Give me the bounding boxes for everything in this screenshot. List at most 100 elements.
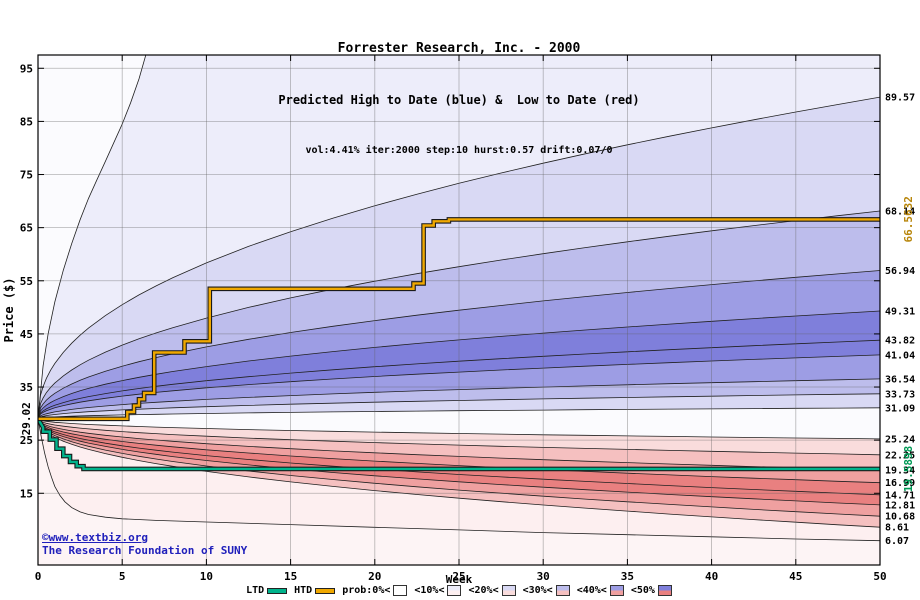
legend-label: prob:0%<	[342, 585, 391, 596]
curve-end-label: 8.61	[885, 523, 909, 534]
percentile-curve	[38, 418, 880, 496]
curve-end-label: 14.71	[885, 490, 915, 501]
legend-swatch	[447, 585, 462, 596]
percentile-curve	[38, 418, 880, 471]
percentile-curve	[38, 418, 880, 440]
y-tick-label: 35	[20, 381, 33, 394]
watermark-org: The Research Foundation of SUNY	[42, 544, 248, 557]
y-tick-label: 75	[20, 169, 33, 182]
legend-item: <20%<	[468, 585, 516, 596]
curve-end-label: 10.68	[885, 512, 915, 523]
legend-label: LTD	[246, 585, 265, 596]
legend-swatch	[609, 585, 624, 596]
curve-end-label: 43.82	[885, 336, 915, 347]
ltd-final-label: 19.5898	[902, 446, 915, 492]
percentile-curve	[38, 378, 880, 420]
percentile-curve	[38, 210, 880, 419]
curve-end-label: 89.57	[885, 93, 915, 104]
high-probability-band	[38, 354, 880, 419]
legend-item: prob:0%<	[342, 585, 408, 596]
curve-end-label: 41.04	[885, 350, 915, 361]
y-tick-label: 55	[20, 275, 33, 288]
curve-end-label: 22.25	[885, 450, 915, 461]
y-tick-label: 95	[20, 62, 33, 75]
legend-line-sample	[267, 587, 288, 594]
low-probability-band	[38, 418, 880, 528]
below-envelope-region	[38, 418, 880, 565]
curve-end-label: 68.14	[885, 206, 915, 217]
percentile-curve	[38, 418, 880, 484]
x-tick-label: 35	[621, 570, 634, 583]
legend-item: <40%<	[577, 585, 624, 596]
legend-item: <30%<	[523, 585, 570, 596]
percentile-curve	[38, 310, 880, 419]
x-tick-label: 10	[200, 570, 213, 583]
legend-label: <40%<	[576, 585, 607, 596]
curve-end-label: 49.31	[885, 307, 915, 318]
percentile-curve	[38, 418, 880, 506]
curve-end-label: 19.34	[885, 466, 915, 477]
low-probability-band	[38, 418, 880, 517]
x-tick-label: 40	[705, 570, 718, 583]
x-tick-label: 20	[368, 570, 381, 583]
high-probability-band	[38, 55, 880, 419]
watermark-link[interactable]: ©www.textbiz.org	[42, 531, 148, 544]
x-tick-label: 25	[452, 570, 465, 583]
chart-params: vol:4.41% iter:2000 step:10 hurst:0.57 d…	[305, 145, 613, 156]
percentile-curve	[38, 55, 147, 419]
percentile-curve	[38, 270, 880, 419]
legend-label: <20%<	[468, 585, 499, 596]
x-tick-label: 5	[119, 570, 126, 583]
legend-swatch	[555, 585, 570, 596]
high-probability-band	[38, 340, 880, 419]
curve-end-label: 31.09	[885, 403, 915, 414]
y-tick-label: 45	[20, 328, 33, 341]
low-probability-band	[38, 418, 880, 455]
high-probability-band	[38, 97, 880, 419]
chart-legend: LTD HTD prob:0%< <10%< <20%< <30%< <40%< <50%	[38, 585, 880, 596]
high-probability-band	[38, 270, 880, 419]
low-probability-band	[38, 418, 880, 541]
x-tick-label: 45	[789, 570, 802, 583]
percentile-curve	[38, 96, 880, 419]
legend-line-sample	[315, 587, 336, 594]
title-block: Forrester Research, Inc. - 2000 Predicte…	[38, 3, 880, 195]
x-tick-label: 30	[537, 570, 550, 583]
legend-label: <30%<	[522, 585, 553, 596]
htd-final-label: 66.5632	[902, 196, 915, 242]
high-probability-band	[38, 211, 880, 419]
x-tick-label: 15	[284, 570, 297, 583]
x-axis-title: Week	[445, 573, 473, 586]
plot-layers	[38, 55, 880, 565]
curve-end-label: 25.24	[885, 434, 915, 445]
legend-swatch	[657, 585, 672, 596]
start-price-label: 29.02	[20, 402, 33, 435]
high-probability-band	[38, 378, 880, 419]
x-tick-label: 0	[35, 570, 42, 583]
curve-end-label: 56.94	[885, 266, 915, 277]
htd-line	[38, 218, 880, 420]
y-tick-label: 25	[20, 434, 33, 447]
percentile-curve	[38, 418, 880, 456]
x-tick-label: 50	[873, 570, 886, 583]
percentile-curve	[38, 354, 880, 419]
curve-end-label: 36.54	[885, 374, 915, 385]
y-tick-label: 15	[20, 487, 33, 500]
legend-item: LTD	[246, 585, 288, 596]
curve-end-label: 33.73	[885, 389, 915, 400]
legend-swatch	[501, 585, 516, 596]
y-tick-label: 65	[20, 222, 33, 235]
legend-label: HTD	[294, 585, 313, 596]
percentile-curve	[38, 418, 880, 542]
percentile-curve	[38, 393, 880, 420]
y-axis-title: Price ($)	[2, 277, 16, 343]
ltd-line	[38, 418, 880, 471]
percentile-curve	[38, 339, 880, 419]
legend-item: HTD	[294, 585, 336, 596]
low-probability-band	[38, 418, 880, 505]
legend-item: <10%<	[414, 585, 462, 596]
legend-label: <10%<	[414, 585, 445, 596]
low-probability-band	[38, 418, 880, 495]
high-probability-band	[38, 311, 880, 419]
